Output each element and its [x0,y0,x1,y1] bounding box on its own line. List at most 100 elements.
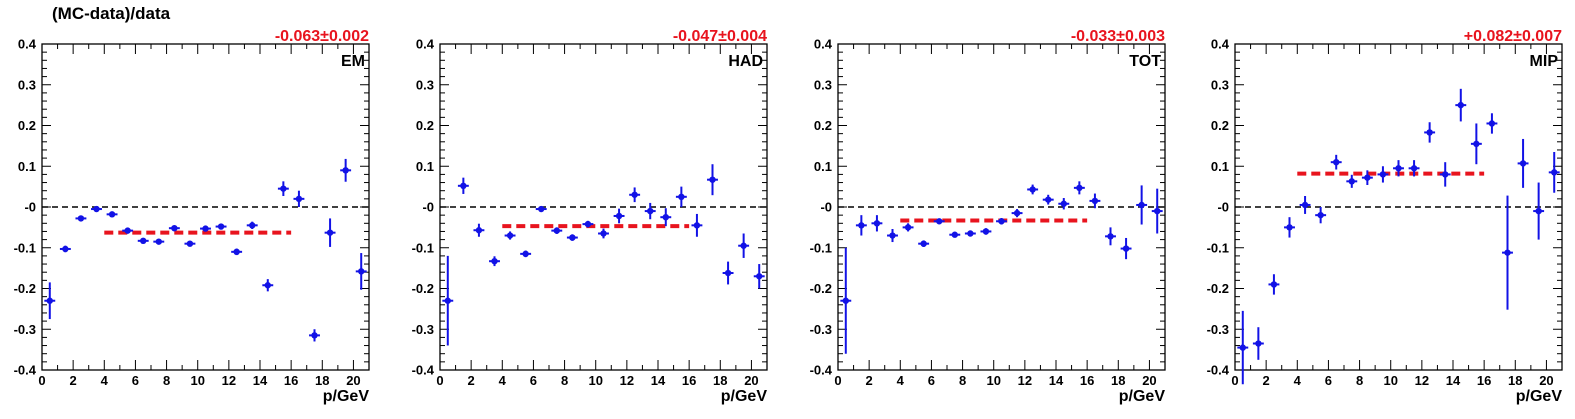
point-marker [967,230,974,237]
panel-label: MIP [1530,53,1559,70]
point-marker [124,227,131,234]
data-point [551,227,563,234]
fit-result-label: +0.082±0.007 [1464,28,1562,45]
data-point [1105,227,1116,246]
point-marker [662,213,669,221]
data-point [1151,188,1163,234]
panel-tot: -0.4 -0.3 -0.2 -0.1 -0 0.1 0.2 0.3 0.4 0 2 4 6 8 10 12 1… [810,28,1166,405]
point-marker [1348,178,1355,185]
data-point [629,187,641,203]
point-marker [740,242,747,249]
data-point [1089,193,1101,209]
y-tick-label: -0.1 [810,240,832,255]
panel-mip: -0.4 -0.3 -0.2 -0.1 -0 0.1 0.2 0.3 0.4 0 2 4 6 8 10 12 1… [1207,28,1563,405]
point-marker [1364,174,1371,181]
data-point [1268,274,1280,295]
data-point [1299,195,1311,214]
data-point [1533,182,1545,240]
data-point [277,181,289,196]
point-marker [491,257,498,265]
data-point [1361,170,1373,185]
data-point [231,248,243,256]
point-marker [951,231,958,238]
point-marker [342,167,349,174]
data-point [122,227,134,234]
point-marker [1138,201,1145,209]
point-marker [1333,158,1340,166]
point-marker [202,225,209,232]
x-tick-label: 14 [1049,373,1064,388]
data-point [535,205,547,213]
point-marker [249,222,256,229]
x-axis-title: p/GeV [323,388,370,405]
data-point [59,245,71,253]
x-tick-label: 16 [682,373,696,388]
point-marker [873,220,881,227]
y-tick-label: -0.4 [810,363,833,378]
data-point [184,240,196,247]
point-marker [1091,197,1099,205]
data-point [1027,184,1039,195]
point-marker [982,228,990,235]
data-point [1548,151,1560,193]
y-tick-label: 0.3 [416,77,434,92]
point-marker [358,268,365,275]
x-axis-title: p/GeV [1119,388,1166,405]
x-tick-label: 2 [866,373,873,388]
point-marker [904,224,912,231]
point-marker [584,220,592,228]
x-tick-label: 20 [744,373,758,388]
x-tick-label: 0 [834,373,841,388]
point-marker [326,229,334,236]
point-marker [1013,209,1021,217]
data-point [106,211,118,218]
y-tick-label: 0.3 [814,77,832,92]
point-marker [108,211,116,218]
x-tick-label: 10 [588,373,602,388]
x-tick-label: 8 [1356,373,1363,388]
x-tick-label: 2 [468,373,475,388]
point-marker [756,273,763,280]
data-point [1136,185,1148,225]
y-tick-label: 0.4 [18,37,37,52]
point-marker [1442,171,1449,178]
point-marker [724,269,732,277]
data-point [442,255,454,346]
x-tick-label: 4 [897,373,905,388]
y-tick-label: 0.1 [814,159,832,174]
y-tick-label: 0.2 [814,118,832,133]
data-point [324,218,336,247]
data-point [91,205,102,213]
data-point [1486,113,1498,134]
data-point [1455,88,1467,122]
x-tick-label: 18 [713,373,727,388]
y-tick-label: -0 [24,200,36,215]
point-marker [569,234,576,241]
point-marker [140,237,147,245]
point-marker [709,176,716,183]
panel-label: HAD [728,53,763,70]
point-marker [295,195,303,203]
data-point [1330,154,1342,170]
data-point [1424,122,1436,143]
data-point [1408,160,1420,177]
fit-result-label: -0.047±0.004 [673,28,767,45]
x-tick-label: 4 [101,373,109,388]
y-tick-label: -0.1 [1207,240,1229,255]
x-tick-label: 6 [530,373,537,388]
data-point [964,230,976,237]
data-point [293,190,305,207]
x-tick-label: 12 [222,373,236,388]
point-marker [1255,340,1262,347]
point-marker [280,185,287,192]
data-point [598,228,609,239]
point-marker [1076,184,1083,192]
x-axis-title: p/GeV [721,388,768,405]
point-marker [1107,233,1114,240]
point-marker [678,193,685,201]
data-point [1011,209,1023,218]
point-marker [1379,171,1387,178]
point-marker [936,218,943,225]
x-tick-label: 18 [1508,373,1522,388]
